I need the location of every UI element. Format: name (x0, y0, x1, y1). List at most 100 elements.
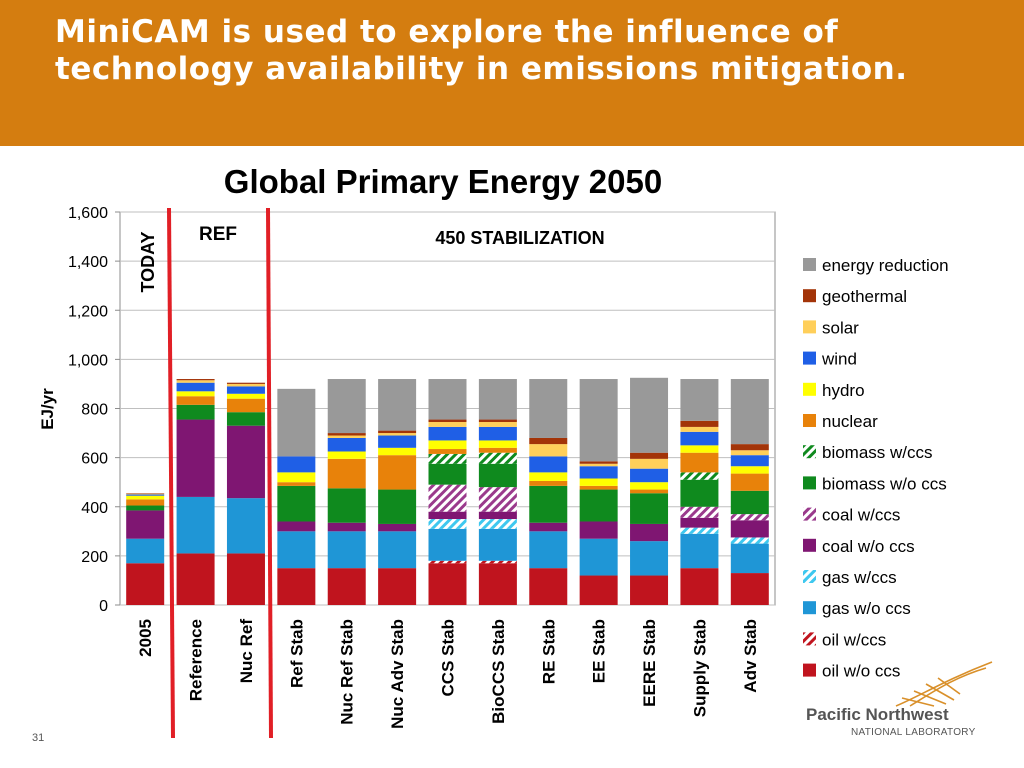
today-divider (167, 207, 175, 739)
x-tick-label: Ref Stab (287, 619, 306, 688)
bar-segment-oil-w-o-ccs (277, 568, 316, 605)
bar-segment-coal-w-o-ccs (226, 425, 265, 499)
bar-segment-geothermal (428, 419, 467, 423)
bar-segment-gas-w-o-ccs (730, 543, 769, 574)
y-axis-label: EJ/yr (38, 388, 57, 430)
bar-segment-geothermal (630, 452, 669, 459)
bar-segment-nuclear (126, 499, 165, 506)
bar-segment-energy-reduction (630, 377, 669, 453)
legend-swatch-geothermal (803, 289, 816, 303)
bar-segment-energy-reduction (680, 379, 719, 421)
bar-segment-gas-w-o-ccs (327, 531, 366, 569)
bar-segment-biomass-w-o-ccs (529, 485, 568, 523)
legend-label-coal-w-o-ccs: coal w/o ccs (822, 537, 915, 556)
bar-segment-wind (226, 386, 265, 394)
bar-segment-oil-w-o-ccs (680, 568, 719, 605)
x-tick-label: Nuc Ref (237, 619, 256, 684)
bar-segment-biomass-w-o-ccs (428, 463, 467, 485)
bar-segment-wind (579, 466, 618, 479)
x-tick-label: EERE Stab (640, 619, 659, 707)
pnnl-logo-icon (895, 661, 993, 707)
bar-segment-biomass-w-o-ccs (680, 479, 719, 507)
bar-segment-coal-w-ccs (680, 506, 719, 518)
x-tick-label: Reference (187, 619, 206, 701)
bar-segment-nuclear (579, 485, 618, 490)
bar-segment-biomass-w-o-ccs (579, 489, 618, 522)
bar-segment-oil-w-o-ccs (579, 575, 618, 605)
bar-segment-coal-w-o-ccs (630, 523, 669, 542)
bar-segment-solar (630, 458, 669, 469)
bar-segment-solar (327, 435, 366, 438)
bar-segment-coal-w-o-ccs (680, 517, 719, 528)
bar-segment-gas-w-ccs (680, 527, 719, 534)
bar-segment-coal-w-o-ccs (126, 510, 165, 539)
bar-segment-hydro (176, 391, 215, 397)
bar-segment-wind (680, 431, 719, 446)
bar-segment-wind (630, 468, 669, 483)
y-tick-label: 1,200 (68, 303, 108, 320)
bar-segment-oil-w-o-ccs (428, 563, 467, 605)
annotation-ref: REF (199, 224, 237, 245)
bar-segment-oil-w-o-ccs (176, 553, 215, 605)
bar-segment-nuclear (277, 482, 316, 486)
slide-title: MiniCAM is used to explore the influence… (55, 14, 908, 87)
legend-label-gas-w-o-ccs: gas w/o ccs (822, 599, 911, 618)
bar-segment-wind (378, 435, 417, 448)
bar-segment-energy-reduction (478, 379, 517, 420)
legend-label-gas-w-ccs: gas w/ccs (822, 568, 897, 587)
bar-segment-geothermal (529, 437, 568, 445)
legend-swatch-oil-w-o-ccs (803, 663, 816, 677)
bar-segment-nuclear (327, 458, 366, 489)
logo-name: Pacific Northwest (806, 705, 949, 724)
x-tick-label: Adv Stab (741, 619, 760, 693)
bar-segment-oil-w-ccs (478, 560, 517, 564)
bar-segment-solar (428, 422, 467, 427)
legend-swatch-gas-w-o-ccs (803, 601, 816, 615)
bar-segment-coal-w-o-ccs (478, 511, 517, 520)
bar-segment-hydro (478, 440, 517, 448)
bar-segment-oil-w-o-ccs (730, 573, 769, 605)
legend: energy reduction geothermal solar wind hydro… (803, 256, 949, 681)
bar-segment-hydro (277, 472, 316, 483)
bar-segment-coal-w-ccs (730, 514, 769, 521)
legend-swatch-energy-reduction (803, 258, 816, 271)
bar-segment-nuclear (630, 489, 669, 494)
bar-segment-coal-w-o-ccs (378, 523, 417, 532)
bar-segment-biomass-w-o-ccs (126, 505, 165, 511)
legend-label-geothermal: geothermal (822, 287, 907, 306)
legend-label-solar: solar (822, 318, 859, 337)
bar-segment-geothermal (378, 430, 417, 434)
bar-segment-nuclear (680, 452, 719, 473)
bar-segment-biomass-w-o-ccs (378, 489, 417, 524)
bar-segment-oil-w-o-ccs (378, 568, 417, 605)
bar-segment-wind (277, 456, 316, 473)
bar-segment-oil-w-o-ccs (226, 553, 265, 605)
bar-segment-solar (176, 380, 215, 383)
bar-segment-wind (126, 494, 165, 496)
bar-segment-geothermal (478, 419, 517, 423)
legend-swatch-biomass-w-o-ccs (803, 476, 816, 490)
legend-swatch-coal-w-o-ccs (803, 538, 816, 552)
x-tick-label: Nuc Adv Stab (388, 619, 407, 729)
bar-segment-energy-reduction (730, 379, 769, 445)
bar-segment-gas-w-o-ccs (226, 498, 265, 554)
bar-segment-gas-w-o-ccs (478, 528, 517, 561)
bar-segment-hydro (680, 445, 719, 453)
legend-label-hydro: hydro (822, 381, 865, 400)
bar-segment-geothermal (579, 461, 618, 464)
title-banner: MiniCAM is used to explore the influence… (0, 0, 1024, 146)
bar-segment-hydro (730, 466, 769, 474)
legend-swatch-gas-w-ccs (803, 570, 816, 583)
legend-swatch-wind (803, 351, 816, 365)
bar-segment-biomass-w-o-ccs (176, 404, 215, 420)
bar-segment-hydro (630, 482, 669, 490)
legend-swatch-hydro (803, 382, 816, 396)
bar-segment-solar (579, 463, 618, 467)
bar-segment-energy-reduction (579, 379, 618, 462)
y-tick-label: 1,400 (68, 254, 108, 271)
bar-segment-oil-w-o-ccs (126, 563, 165, 605)
bar-segment-oil-w-o-ccs (630, 575, 669, 605)
bar-segment-oil-w-o-ccs (478, 563, 517, 605)
bar-segment-geothermal (680, 420, 719, 427)
